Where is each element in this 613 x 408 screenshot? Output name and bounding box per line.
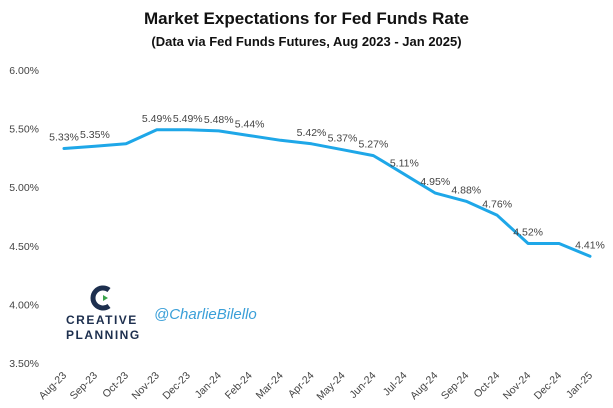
x-tick-label: Aug-24 (408, 370, 441, 403)
x-tick-label: Apr-24 (286, 370, 317, 401)
x-tick-label: Mar-24 (254, 370, 286, 402)
data-label: 4.88% (451, 184, 481, 196)
data-label: 5.49% (142, 113, 172, 125)
data-label: 5.44% (235, 119, 265, 131)
y-tick-label: 5.00% (9, 182, 39, 194)
data-label: 5.35% (80, 129, 110, 141)
data-label: 4.52% (513, 226, 543, 238)
logo-line2: PLANNING (66, 328, 141, 342)
y-tick-label: 6.00% (9, 65, 39, 77)
x-tick-label: Jun-24 (347, 370, 378, 401)
data-label: 5.27% (359, 139, 389, 151)
y-tick-label: 4.50% (9, 241, 39, 253)
data-label: 5.48% (204, 114, 234, 126)
data-label: 5.49% (173, 113, 203, 125)
data-label: 5.42% (297, 127, 327, 139)
data-label: 5.37% (328, 133, 358, 145)
x-tick-label: Oct-23 (100, 370, 131, 401)
x-tick-label: Jan-24 (193, 370, 224, 401)
x-tick-label: Dec-24 (532, 370, 565, 403)
x-tick-label: Feb-24 (223, 370, 255, 402)
x-tick-label: Jan-25 (564, 370, 595, 401)
x-tick-label: Nov-24 (501, 370, 534, 403)
y-tick-label: 5.50% (9, 124, 39, 136)
x-tick-label: Sep-23 (68, 370, 101, 403)
creative-planning-c-icon (90, 285, 111, 311)
x-tick-label: Jul-24 (381, 370, 410, 399)
series-line (62, 128, 592, 258)
y-axis: 3.50% 4.00% 4.50% 5.00% 5.50% 6.00% (9, 65, 39, 370)
data-label: 5.33% (49, 132, 79, 144)
x-tick-label: Nov-23 (130, 370, 163, 403)
x-tick-label: May-24 (314, 370, 347, 403)
x-tick-label: Sep-24 (439, 370, 472, 403)
y-tick-label: 4.00% (9, 299, 39, 311)
chart-subtitle: (Data via Fed Funds Futures, Aug 2023 - … (151, 34, 462, 49)
data-labels: 5.33% 5.35%5.49% 5.49% 5.48% 5.44%5.42% 5.37%… (49, 113, 605, 252)
logo-line1: CREATIVE (66, 313, 138, 327)
x-tick-label: Oct-24 (472, 370, 503, 401)
x-tick-label: Aug-23 (37, 370, 70, 403)
author-handle: @CharlieBilello (154, 306, 257, 323)
data-label: 4.76% (482, 198, 512, 210)
chart-title: Market Expectations for Fed Funds Rate (144, 9, 469, 28)
data-label: 4.41% (575, 239, 605, 251)
x-tick-label: Dec-23 (160, 370, 193, 403)
y-tick-label: 3.50% (9, 358, 39, 370)
data-label: 4.95% (420, 176, 450, 188)
data-label: 5.11% (390, 157, 419, 169)
